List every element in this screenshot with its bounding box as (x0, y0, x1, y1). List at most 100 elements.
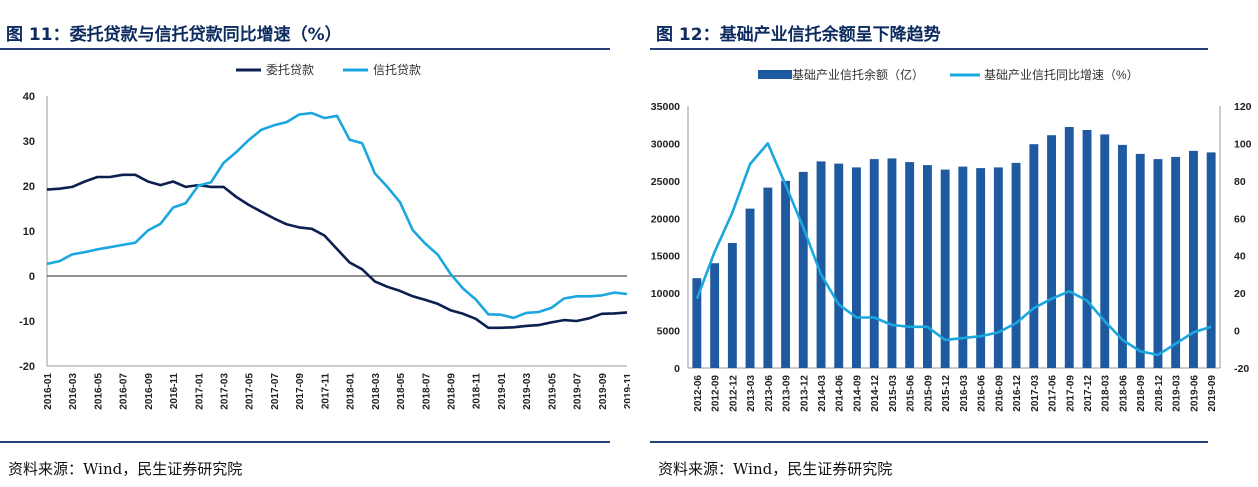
x-tick-label: 2019-09 (598, 373, 609, 410)
x-tick-label: 2014-12 (870, 375, 881, 412)
x-tick-label: 2016-06 (977, 375, 988, 412)
x-tick-label: 2019-11 (623, 373, 630, 410)
x-tick-label: 2018-06 (1119, 375, 1130, 412)
y-left-tick-label: 5000 (657, 326, 681, 338)
x-tick-label: 2016-09 (994, 375, 1005, 412)
y-left-tick-label: 20000 (651, 213, 680, 225)
x-tick-label: 2016-11 (169, 373, 180, 410)
x-tick-label: 2019-03 (522, 373, 533, 410)
legend-swatch-bar (758, 70, 792, 79)
bar (710, 263, 720, 368)
title-rule (0, 48, 610, 50)
x-tick-label: 2019-03 (1172, 375, 1183, 412)
bar (692, 278, 702, 368)
x-tick-label: 2012-06 (693, 375, 704, 412)
bar (958, 166, 968, 368)
x-tick-label: 2013-03 (746, 375, 757, 412)
x-tick-label: 2016-12 (1012, 375, 1023, 412)
bar (905, 162, 915, 368)
bar (923, 165, 932, 368)
y-left-tick-label: 15000 (651, 251, 680, 263)
bar (1118, 144, 1127, 368)
source-note: 资料来源：Wind，民生证券研究院 (8, 460, 243, 478)
x-tick-label: 2018-07 (421, 373, 432, 410)
bar (1171, 156, 1181, 368)
x-tick-label: 2017-06 (1048, 375, 1059, 412)
x-tick-label: 2019-05 (547, 373, 558, 410)
footer-rule (0, 441, 610, 443)
bar (1064, 127, 1074, 368)
chart-title: 图 12：基础产业信托余额呈下降趋势 (656, 25, 941, 45)
y-tick-label: -10 (19, 316, 35, 328)
x-tick-label: 2017-09 (1065, 375, 1076, 412)
bar (852, 167, 861, 368)
bar (816, 161, 826, 368)
x-tick-label: 2013-06 (764, 375, 775, 412)
x-tick-label: 2019-09 (1207, 375, 1218, 412)
x-tick-label: 2015-12 (941, 375, 952, 412)
bar (869, 159, 879, 368)
x-tick-label: 2019-06 (1189, 375, 1200, 412)
bar (1029, 144, 1039, 368)
bar (781, 180, 790, 368)
y-right-tick-label: 0 (1234, 326, 1240, 338)
x-tick-label: 2018-05 (396, 373, 407, 410)
x-tick-label: 2015-06 (906, 375, 917, 412)
line-chart: -20 -10 0 10 20 30 40 2016-01 2016-03 2016-05 2016… (19, 63, 630, 410)
x-tick-label: 2018-09 (1136, 375, 1147, 412)
legend-label: 基础产业信托余额（亿） (792, 67, 924, 82)
x-tick-label: 2014-09 (853, 375, 864, 412)
y-tick-label: 10 (23, 226, 35, 238)
x-tick-label: 2017-01 (194, 373, 205, 410)
bar (940, 169, 950, 368)
bar (887, 158, 897, 368)
chart-panel-infrastructure-trust: 图 12：基础产业信托余额呈下降趋势 0 5000 10000 15000 20000 2… (650, 0, 1258, 487)
series-line (695, 142, 1212, 357)
bar (1011, 162, 1021, 368)
x-tick-label: 2014-03 (817, 375, 828, 412)
y-right-tick-label: 20 (1234, 288, 1246, 300)
x-tick-label: 2017-07 (270, 373, 281, 410)
bar (834, 163, 844, 368)
bar (1135, 153, 1145, 368)
x-tick-label: 2017-05 (245, 373, 256, 410)
y-tick-label: -20 (19, 361, 35, 373)
y-tick-label: 0 (29, 271, 35, 283)
x-tick-label: 2018-12 (1154, 375, 1165, 412)
x-tick-label: 2018-01 (346, 373, 357, 410)
footer-rule (650, 441, 1208, 443)
bar (1082, 130, 1092, 368)
chart-title: 图 11：委托贷款与信托贷款同比增速（%） (6, 25, 342, 45)
y-left-tick-label: 30000 (651, 138, 680, 150)
x-tick-label: 2017-09 (295, 373, 306, 410)
x-tick-label: 2012-09 (711, 375, 722, 412)
y-left-tick-label: 35000 (651, 101, 680, 113)
x-tick-label: 2014-06 (835, 375, 846, 412)
bar (1153, 159, 1163, 368)
x-tick-label: 2013-09 (782, 375, 793, 412)
y-right-tick-label: -20 (1234, 363, 1249, 375)
y-left-tick-label: 25000 (651, 176, 680, 188)
x-tick-label: 2018-11 (472, 373, 483, 410)
bar (745, 208, 755, 368)
y-tick-label: 30 (23, 136, 35, 148)
x-tick-label: 2019-01 (497, 373, 508, 410)
x-tick-label: 2016-07 (119, 373, 130, 410)
series-line-1 (46, 173, 628, 330)
x-tick-label: 2013-12 (799, 375, 810, 412)
y-right-tick-label: 100 (1234, 138, 1252, 150)
y-right-tick-label: 80 (1234, 176, 1246, 188)
bar (993, 167, 1003, 368)
legend-label: 基础产业信托同比增速（%） (984, 68, 1139, 82)
x-tick-label: 2016-01 (43, 373, 54, 410)
x-tick-label: 2016-09 (144, 373, 155, 410)
bar (1047, 135, 1056, 368)
bar (727, 243, 737, 368)
x-tick-label: 2018-03 (1101, 375, 1112, 412)
y-tick-label: 20 (23, 181, 35, 193)
bar-line-chart: 0 5000 10000 15000 20000 25000 30000 35000 -20 0 2… (651, 67, 1252, 412)
x-tick-label: 2018-09 (446, 373, 457, 410)
x-tick-label: 2016-03 (68, 373, 79, 410)
bar (1100, 134, 1110, 368)
legend-label: 委托贷款 (266, 63, 314, 77)
